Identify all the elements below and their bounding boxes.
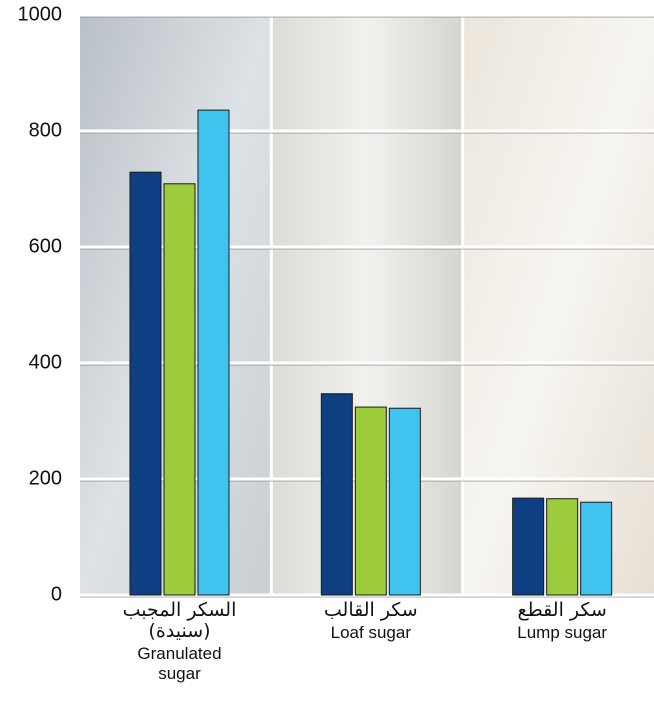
category-label-english: Loaf sugar: [330, 623, 411, 642]
bar: [163, 183, 196, 596]
bar: [388, 407, 421, 596]
y-tick-label: 400: [29, 351, 62, 373]
category-label-english: Granulated sugar: [137, 644, 222, 683]
category-label-arabic: السكر المجبب: [122, 599, 237, 621]
bar: [320, 393, 353, 596]
category-label-arabic: (سنيدة): [148, 620, 211, 642]
bar: [546, 498, 579, 596]
bar: [512, 497, 545, 596]
bar: [197, 109, 230, 596]
category-label-arabic: سكر القطع: [517, 599, 607, 621]
x-tick-label: سكر القالب Loaf sugar: [276, 600, 466, 643]
bar: [580, 501, 613, 596]
bar: [354, 406, 387, 596]
y-tick-label: 600: [29, 235, 62, 257]
bar: [129, 171, 162, 596]
y-tick-label: 800: [29, 119, 62, 141]
y-tick-label: 200: [29, 467, 62, 489]
x-tick-label: سكر القطع Lump sugar: [467, 600, 654, 643]
x-tick-label: السكر المجبب (سنيدة) Granulated sugar: [84, 600, 274, 684]
category-label-arabic: سكر القالب: [323, 599, 418, 621]
category-label-english: Lump sugar: [517, 623, 608, 642]
y-tick-label: 1000: [18, 3, 63, 25]
y-tick-label: 0: [51, 583, 62, 605]
